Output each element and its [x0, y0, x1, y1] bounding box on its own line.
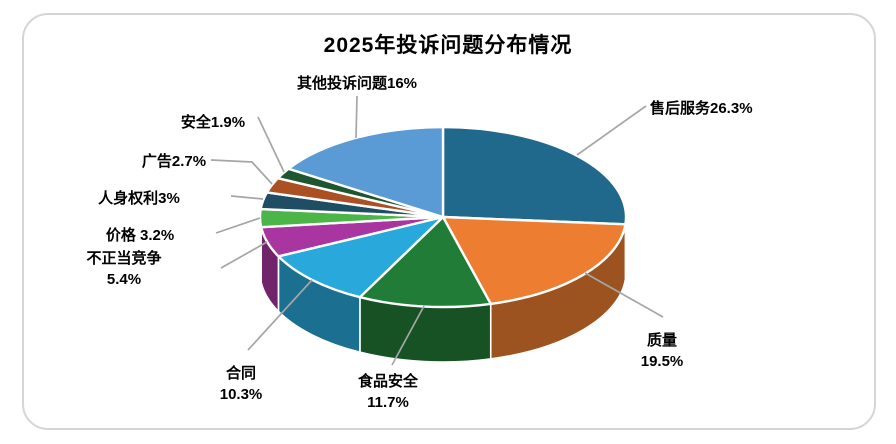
slice-label-line: 食品安全 — [357, 373, 419, 390]
slice-label: 不正当竞争 5.4% — [86, 248, 161, 290]
slice-label: 价格 3.2% — [106, 225, 174, 246]
pie-slice[interactable] — [287, 125, 445, 219]
leader-line — [230, 195, 264, 200]
slice-label-line: 11.7% — [367, 394, 409, 411]
slice-label-line: 安全1.9% — [180, 114, 246, 131]
slice-label: 广告2.7% — [142, 151, 206, 172]
chart-title: 2025年投诉问题分布情况 — [323, 34, 573, 57]
slice-label-line: 10.3% — [219, 386, 263, 403]
slice-label-line: 合同 — [225, 365, 257, 382]
leader-line — [391, 305, 425, 366]
leader-line — [355, 95, 358, 139]
slice-label-line: 质量 — [646, 332, 678, 349]
slice-label-line: 19.5% — [640, 353, 684, 370]
leader-line — [247, 279, 313, 351]
slice-label-line: 其他投诉问题16% — [296, 75, 418, 92]
slice-label-line: 广告2.7% — [141, 153, 207, 170]
leader-line — [257, 116, 285, 173]
slice-label: 质量 19.5% — [641, 330, 684, 372]
leader-line — [584, 272, 664, 318]
slice-label: 安全1.9% — [181, 112, 245, 133]
leader-line — [576, 105, 647, 156]
slice-label-line: 不正当竞争 — [86, 250, 162, 267]
slice-label-line: 5.4% — [106, 271, 142, 288]
slice-label: 其他投诉问题16% — [297, 73, 417, 94]
pie-slice[interactable] — [277, 215, 445, 299]
pie-slice[interactable] — [441, 125, 628, 226]
leader-line — [220, 241, 268, 269]
slice-label-line: 人身权利3% — [98, 190, 180, 207]
leader-line — [215, 217, 261, 234]
slice-label: 售后服务26.3% — [650, 98, 753, 119]
slice-label: 人身权利3% — [98, 188, 180, 209]
pie-slice[interactable] — [441, 215, 627, 306]
leader-line — [210, 159, 273, 185]
slice-label-line: 价格 3.2% — [105, 227, 175, 244]
slice-label: 食品安全 11.7% — [358, 371, 418, 413]
slice-label: 合同 10.3% — [220, 363, 263, 405]
slice-label-line: 售后服务26.3% — [650, 100, 753, 117]
